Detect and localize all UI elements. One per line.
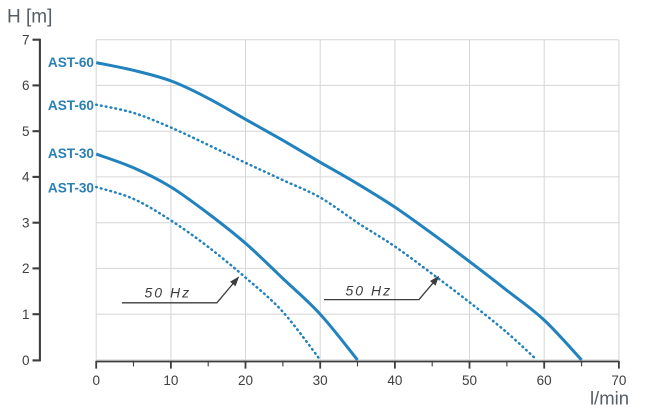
svg-text:AST-30: AST-30 (48, 146, 94, 161)
svg-text:2: 2 (22, 261, 30, 276)
svg-text:5: 5 (22, 124, 30, 139)
svg-text:AST-30: AST-30 (48, 180, 94, 195)
svg-text:50 Hz: 50 Hz (145, 285, 192, 301)
svg-text:50 Hz: 50 Hz (346, 282, 393, 298)
svg-text:AST-60: AST-60 (48, 98, 94, 113)
svg-text:20: 20 (238, 373, 253, 388)
svg-text:3: 3 (22, 215, 30, 230)
svg-text:0: 0 (92, 373, 100, 388)
svg-text:AST-60: AST-60 (48, 55, 94, 70)
svg-text:H [m]: H [m] (7, 6, 52, 27)
svg-text:70: 70 (611, 373, 626, 388)
svg-text:30: 30 (313, 373, 328, 388)
svg-text:l/min: l/min (590, 388, 629, 409)
svg-text:7: 7 (22, 32, 30, 47)
svg-text:4: 4 (22, 170, 30, 185)
svg-text:40: 40 (387, 373, 402, 388)
svg-text:1: 1 (22, 307, 30, 322)
svg-text:0: 0 (22, 353, 30, 368)
svg-text:6: 6 (22, 78, 30, 93)
svg-text:60: 60 (537, 373, 552, 388)
svg-text:50: 50 (462, 373, 477, 388)
svg-text:10: 10 (163, 373, 178, 388)
